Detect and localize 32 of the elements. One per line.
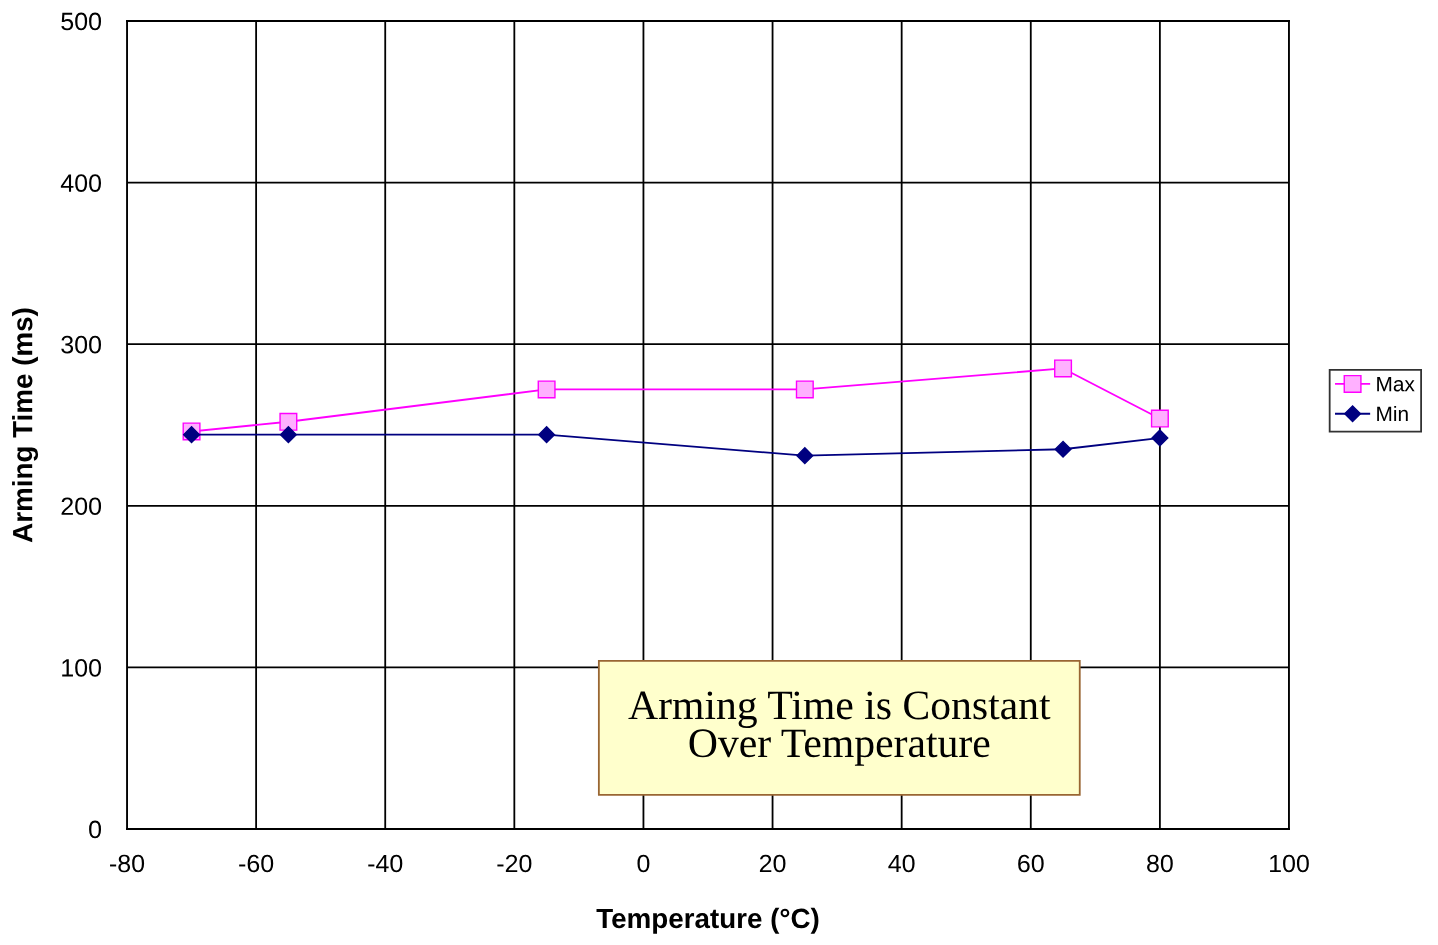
y-tick-label: 100 [62,659,102,677]
point [1151,429,1169,447]
x-tick-label: -60 [239,854,274,873]
point [1054,359,1073,378]
x-tick-label: -40 [368,854,403,873]
y-tick-label: 500 [61,12,102,31]
annotation: Arming Time is Constant Over Temperature [628,691,1051,766]
point [279,412,298,431]
y-tick-label: 200 [61,497,102,516]
point [1150,409,1169,428]
point [279,426,297,444]
y-axis-title: Arming Time (ms) [12,308,39,543]
y-tick-label: 300 [61,335,102,354]
x-tick-label: 0 [637,854,650,873]
x-tick-label: 20 [759,854,786,873]
x-tick-label: -80 [110,854,145,873]
x-tick-label: 60 [1018,854,1044,873]
point [795,380,814,399]
legend-label: Min [1377,405,1408,422]
x-tick-label: -20 [497,854,532,873]
x-tick-label: 40 [888,854,915,873]
point [537,380,556,399]
point [183,426,201,444]
point [538,426,556,444]
point [796,447,814,465]
legend-label: Max [1377,376,1415,392]
x-tick-label: 100 [1270,854,1309,873]
x-axis-title: Temperature (°C) [596,907,819,934]
y-tick-label: 400 [60,174,102,192]
point [1054,440,1072,458]
x-tick-label: 80 [1147,854,1173,873]
y-tick-label: 0 [89,820,102,839]
